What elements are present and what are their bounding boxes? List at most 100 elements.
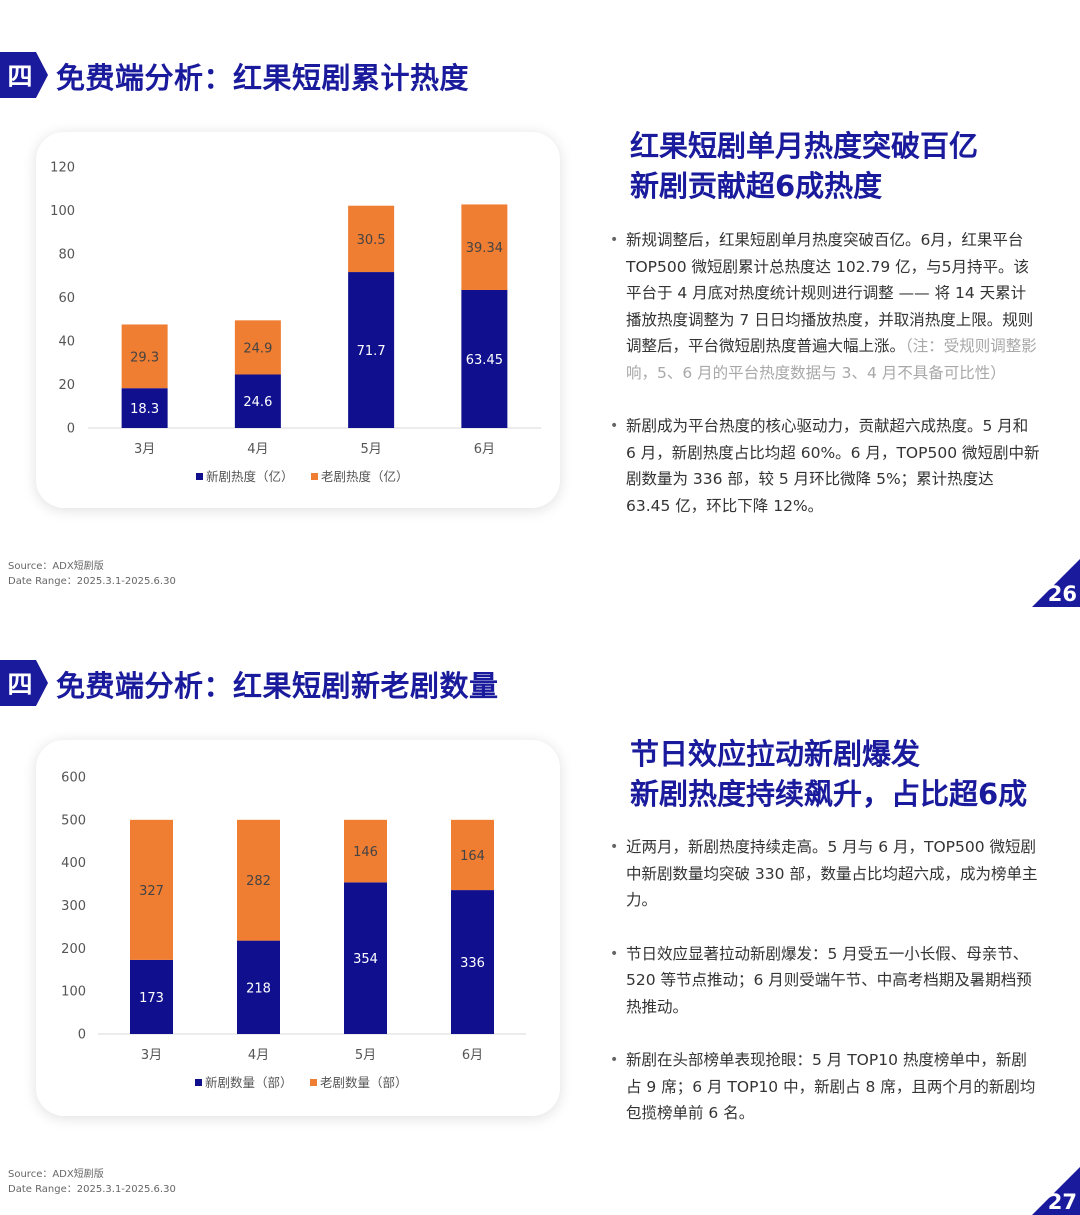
x-tick-label: 5月 bbox=[360, 442, 381, 457]
y-tick-label: 100 bbox=[50, 204, 75, 219]
data-label: 336 bbox=[460, 956, 485, 971]
bar-segment-new bbox=[344, 882, 387, 1034]
bar-segment-old bbox=[234, 320, 281, 375]
y-tick-label: 20 bbox=[58, 378, 75, 393]
section-badge: 四 bbox=[0, 660, 48, 706]
bullet-text: 近两月，新剧热度持续走高。5 月与 6 月，TOP500 微短剧中新剧数量均突破… bbox=[626, 838, 1038, 909]
bullet-item: 新剧成为平台热度的核心驱动力，贡献超六成热度。5 月和 6 月，新剧热度占比均超… bbox=[610, 413, 1040, 519]
y-tick-label: 500 bbox=[61, 813, 86, 828]
data-label: 24.6 bbox=[243, 395, 272, 410]
bar-segment-old bbox=[237, 819, 280, 941]
date-range-text: Date Range：2025.3.1-2025.6.30 bbox=[8, 1184, 176, 1195]
bar-segment-old bbox=[461, 204, 508, 290]
data-label: 164 bbox=[460, 849, 485, 864]
data-label: 24.9 bbox=[243, 341, 272, 356]
section-badge: 四 bbox=[0, 52, 48, 98]
x-tick-label: 5月 bbox=[355, 1048, 376, 1063]
x-tick-label: 4月 bbox=[247, 442, 268, 457]
y-tick-label: 600 bbox=[61, 771, 86, 786]
chart-card: 0 20 40 60 80 100 120 18.3 29.3 3月 24.6 24.9 4月 71.7 3… bbox=[36, 132, 560, 508]
bar-segment-new bbox=[237, 940, 280, 1034]
bar-segment-old bbox=[130, 819, 173, 960]
source-note: Source：ADX短剧版 Date Range：2025.3.1-2025.6… bbox=[8, 559, 176, 589]
bar-segment-new bbox=[130, 959, 173, 1034]
stacked-bar-chart: 0 100 200 300 400 500 600 173 327 3月 218 282 4月 354 14… bbox=[61, 771, 526, 1090]
data-label: 173 bbox=[139, 991, 164, 1006]
y-tick-label: 300 bbox=[61, 899, 86, 914]
x-tick-label: 4月 bbox=[248, 1048, 269, 1063]
bar-segment-new bbox=[121, 388, 168, 428]
page-title: 免费端分析：红果短剧累计热度 bbox=[56, 61, 470, 95]
bar-segment-new bbox=[451, 890, 494, 1034]
data-label: 354 bbox=[353, 952, 378, 967]
legend-label: 老剧数量（部） bbox=[320, 1075, 408, 1090]
legend-swatch bbox=[196, 473, 203, 480]
y-tick-label: 40 bbox=[58, 335, 75, 350]
page-title: 免费端分析：红果短剧新老剧数量 bbox=[56, 669, 499, 703]
bar-segment-old bbox=[348, 205, 395, 273]
y-tick-label: 0 bbox=[67, 422, 75, 437]
data-label: 327 bbox=[139, 884, 164, 899]
headline-line-1: 红果短剧单月热度突破百亿 bbox=[630, 129, 979, 163]
bar-segment-new bbox=[461, 289, 508, 428]
headline-line-2: 新剧贡献超6成热度 bbox=[630, 169, 883, 203]
bar-segment-old bbox=[451, 819, 494, 891]
headline-line-1: 节日效应拉动新剧爆发 bbox=[630, 737, 921, 771]
legend-label: 新剧数量（部） bbox=[205, 1075, 293, 1090]
headline-line-2: 新剧热度持续飙升，占比超6成 bbox=[630, 777, 1028, 811]
headline: 节日效应拉动新剧爆发 新剧热度持续飙升，占比超6成 bbox=[630, 734, 1027, 814]
data-label: 30.5 bbox=[357, 233, 386, 248]
page-number: 27 bbox=[1032, 1167, 1080, 1215]
y-tick-label: 400 bbox=[61, 856, 86, 871]
bullet-item: 节日效应显著拉动新剧爆发：5 月受五一小长假、母亲节、520 等节点推动；6 月… bbox=[610, 941, 1040, 1021]
bullet-text: 节日效应显著拉动新剧爆发：5 月受五一小长假、母亲节、520 等节点推动；6 月… bbox=[626, 944, 1032, 1016]
stacked-bar-chart: 0 20 40 60 80 100 120 18.3 29.3 3月 24.6 24.9 4月 71.7 3… bbox=[50, 161, 541, 484]
data-label: 18.3 bbox=[130, 402, 159, 417]
data-label: 63.45 bbox=[466, 353, 503, 368]
data-label: 29.3 bbox=[130, 350, 159, 365]
data-label: 282 bbox=[246, 874, 271, 889]
page-number-label: 26 bbox=[1047, 582, 1077, 606]
section-badge-label: 四 bbox=[7, 670, 32, 699]
chart-card: 0 100 200 300 400 500 600 173 327 3月 218 282 4月 354 14… bbox=[36, 740, 560, 1116]
bullet-text: 新规调整后，红果短剧单月热度突破百亿。6月，红果平台 TOP500 微短剧累计总… bbox=[626, 231, 1034, 355]
legend-label: 新剧热度（亿） bbox=[206, 469, 294, 484]
bullet-text: 新剧在头部榜单表现抢眼：5 月 TOP10 热度榜单中，新剧占 9 席；6 月 … bbox=[626, 1051, 1036, 1122]
data-label: 146 bbox=[353, 845, 378, 860]
legend-swatch bbox=[310, 1079, 317, 1086]
source-text: Source：ADX短剧版 bbox=[8, 1169, 104, 1180]
slide-27: 四 免费端分析：红果短剧新老剧数量 0 100 200 300 400 500 600 173… bbox=[0, 608, 1080, 1215]
legend-swatch bbox=[311, 473, 318, 480]
bar-segment-new bbox=[348, 272, 395, 428]
y-tick-label: 100 bbox=[61, 985, 86, 1000]
headline: 红果短剧单月热度突破百亿 新剧贡献超6成热度 bbox=[630, 126, 978, 206]
y-tick-label: 200 bbox=[61, 942, 86, 957]
x-tick-label: 6月 bbox=[474, 442, 495, 457]
data-label: 39.34 bbox=[466, 241, 503, 256]
section-badge-label: 四 bbox=[7, 62, 32, 91]
x-tick-label: 6月 bbox=[462, 1048, 483, 1063]
data-label: 71.7 bbox=[357, 344, 386, 359]
bar-segment-old bbox=[121, 324, 168, 389]
data-label: 218 bbox=[246, 981, 271, 996]
source-text: Source：ADX短剧版 bbox=[8, 561, 104, 572]
y-tick-label: 0 bbox=[78, 1028, 86, 1043]
bar-segment-old bbox=[344, 819, 387, 883]
page-number-label: 27 bbox=[1047, 1190, 1077, 1214]
y-tick-label: 60 bbox=[58, 291, 75, 306]
date-range-text: Date Range：2025.3.1-2025.6.30 bbox=[8, 576, 176, 587]
legend-label: 老剧热度（亿） bbox=[321, 469, 409, 484]
x-tick-label: 3月 bbox=[141, 1048, 162, 1063]
bullet-note: （注：受规则调整影响，5、6 月的平台热度数据与 3、4 月不具备可比性） bbox=[626, 337, 1037, 382]
y-tick-label: 80 bbox=[58, 248, 75, 263]
page-number: 26 bbox=[1032, 559, 1080, 607]
y-tick-label: 120 bbox=[50, 161, 75, 176]
bar-segment-new bbox=[234, 374, 281, 428]
bullet-item: 新规调整后，红果短剧单月热度突破百亿。6月，红果平台 TOP500 微短剧累计总… bbox=[610, 227, 1040, 386]
bullet-item: 近两月，新剧热度持续走高。5 月与 6 月，TOP500 微短剧中新剧数量均突破… bbox=[610, 834, 1040, 914]
bullet-item: 新剧在头部榜单表现抢眼：5 月 TOP10 热度榜单中，新剧占 9 席；6 月 … bbox=[610, 1047, 1040, 1127]
x-tick-label: 3月 bbox=[134, 442, 155, 457]
bullet-list: 新规调整后，红果短剧单月热度突破百亿。6月，红果平台 TOP500 微短剧累计总… bbox=[610, 227, 1040, 546]
bullet-text: 新剧成为平台热度的核心驱动力，贡献超六成热度。5 月和 6 月，新剧热度占比均超… bbox=[626, 417, 1040, 515]
slide-26: 四 免费端分析：红果短剧累计热度 0 20 40 60 80 100 120 18.3 29.3… bbox=[0, 0, 1080, 607]
